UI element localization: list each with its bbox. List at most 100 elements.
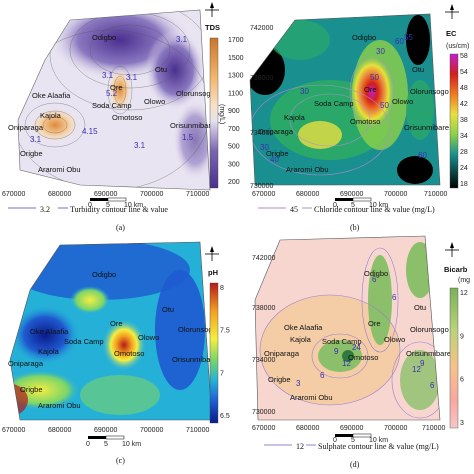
y-tick: 742000 (252, 255, 275, 262)
contour-legend-value: 3.2 (40, 205, 50, 214)
town-label: Araromi Obu (38, 401, 81, 410)
colorbar-tick: 300 (228, 161, 240, 168)
town-label: Ore (368, 319, 381, 328)
contour-value: 30 (260, 143, 269, 152)
town-label: Olorunsogo (178, 325, 217, 334)
town-label: Araromi Obu (38, 165, 81, 174)
north-arrow-icon (445, 242, 459, 257)
contour-value: 9 (420, 359, 425, 368)
legend-title: TDS (205, 23, 220, 32)
y-tick: 730000 (252, 409, 275, 416)
town-label: Origbe (268, 375, 291, 384)
contour-value: 50 (380, 101, 389, 110)
colorbar-tick: 1700 (228, 37, 244, 44)
panel-caption: (d) (350, 460, 360, 469)
panel-c-map (9, 241, 213, 421)
panel-d-axes: 742000 738000 734000 730000 670000 68000… (252, 255, 445, 432)
town-label: Soda Camp (322, 337, 362, 346)
contour-value: 40 (270, 155, 279, 164)
scale-label: 10 km (369, 202, 388, 209)
x-tick: 680000 (48, 191, 71, 198)
town-label: Araromi Obu (286, 165, 329, 174)
town-label: Oniparaga (264, 349, 300, 358)
town-label: Olowo (144, 97, 165, 106)
colorbar-tick: 500 (228, 144, 240, 151)
town-label: Odigbo (92, 270, 116, 279)
x-tick: 690000 (94, 427, 117, 434)
contour-value: 6 (392, 293, 397, 302)
town-label: Omotoso (350, 117, 380, 126)
panel-d-contour-labels: 6 6 9 12 6 24 9 6 12 3 (296, 275, 435, 390)
town-label: Oke Alaafia (284, 323, 323, 332)
panel-a-towns: Odigbo Otu Ore Oke Alaafia Olowo Oloruns… (8, 33, 215, 174)
x-tick: 700000 (140, 191, 163, 198)
contour-value: 3 (296, 379, 301, 388)
contour-value: 60 (418, 151, 427, 160)
panel-a-axes: 670000 680000 690000 700000 710000 (2, 191, 209, 198)
y-tick: 734000 (252, 357, 275, 364)
legend-title: Bicarb (444, 265, 468, 274)
town-label: Odigbo (92, 33, 116, 42)
y-tick: 742000 (250, 25, 273, 32)
colorbar-tick: 58 (460, 53, 468, 60)
panel-caption: (b) (350, 223, 360, 232)
town-label: Oniparaga (8, 123, 44, 132)
town-label: Olowo (392, 97, 413, 106)
panel-c-legend: pH 8 7.5 7 6.5 (c) (116, 268, 230, 465)
colorbar-tick: 9 (460, 333, 464, 340)
town-label: Oke Alaafia (32, 91, 71, 100)
panel-a-legend: TDS (mg/L) 1700 1500 1300 1100 900 700 500 300 2… (8, 23, 244, 232)
town-label: Omotoso (114, 349, 144, 358)
town-label: Oniparaga (258, 127, 294, 136)
town-label: Kajola (40, 111, 62, 120)
town-label: Soda Camp (92, 101, 132, 110)
panel-a-contour-labels: 3.1 3.1 3.1 4.15 5.2 1.5 3.1 3.1 (30, 35, 194, 150)
contour-value: 50 (370, 73, 379, 82)
scale-label: 5 (106, 202, 110, 209)
y-tick: 738000 (250, 75, 273, 82)
colorbar-tick: 38 (460, 117, 468, 124)
north-arrow-icon (205, 2, 219, 17)
contour-value: 60 (395, 37, 404, 46)
town-label: Araromi Obu (290, 393, 333, 402)
contour-value: 55 (404, 33, 413, 42)
x-tick: 680000 (296, 425, 319, 432)
colorbar-tick: 900 (228, 108, 240, 115)
town-label: Soda Camp (314, 99, 354, 108)
colorbar-tick: 48 (460, 85, 468, 92)
scale-label: 0 (86, 441, 90, 448)
contour-value: 3.1 (176, 35, 188, 44)
panel-caption: (a) (116, 223, 125, 232)
scale-label: 10 km (122, 441, 141, 448)
town-label: Orisunmibare (406, 349, 451, 358)
x-tick: 680000 (296, 191, 319, 198)
x-tick: 670000 (2, 427, 25, 434)
town-label: Kajola (38, 347, 60, 356)
town-label: Orisunmibare (172, 355, 217, 364)
colorbar-tick: 7.5 (220, 328, 230, 335)
contour-value: 30 (300, 87, 309, 96)
north-arrow-icon (445, 4, 459, 19)
town-label: Olorunsogo (176, 89, 215, 98)
panel-b-towns: Odigbo Otu Ore Olowo Olorunsogo Soda Cam… (258, 33, 449, 174)
north-arrow-icon (205, 246, 219, 261)
colorbar-tick: 34 (460, 133, 468, 140)
colorbar-tick: 7 (220, 370, 224, 377)
scale-label: 5 (104, 441, 108, 448)
contour-value: 3.1 (126, 73, 138, 82)
panel-b-legend: EC (us/cm) 58 54 48 42 38 34 28 24 18 45 Chlorid… (258, 29, 469, 232)
panel-c-axes: 670000 680000 690000 700000 710000 (2, 427, 209, 434)
x-tick: 690000 (94, 191, 117, 198)
contour-legend-text: Sulphate contour line & value (mg/L) (318, 442, 439, 451)
panel-d-scalebar: 0 5 10 km (333, 433, 388, 444)
town-label: Origbe (20, 149, 43, 158)
panel-caption: (c) (116, 456, 125, 465)
town-label: Olorunsogo (410, 87, 449, 96)
x-tick: 680000 (48, 427, 71, 434)
contour-value: 3.1 (102, 71, 114, 80)
colorbar-tick: 1100 (228, 90, 243, 97)
scale-label: 10 km (124, 202, 143, 209)
panel-a-map (17, 9, 211, 191)
contour-legend-text: Chloride contour line & value (mg/L) (314, 205, 435, 214)
